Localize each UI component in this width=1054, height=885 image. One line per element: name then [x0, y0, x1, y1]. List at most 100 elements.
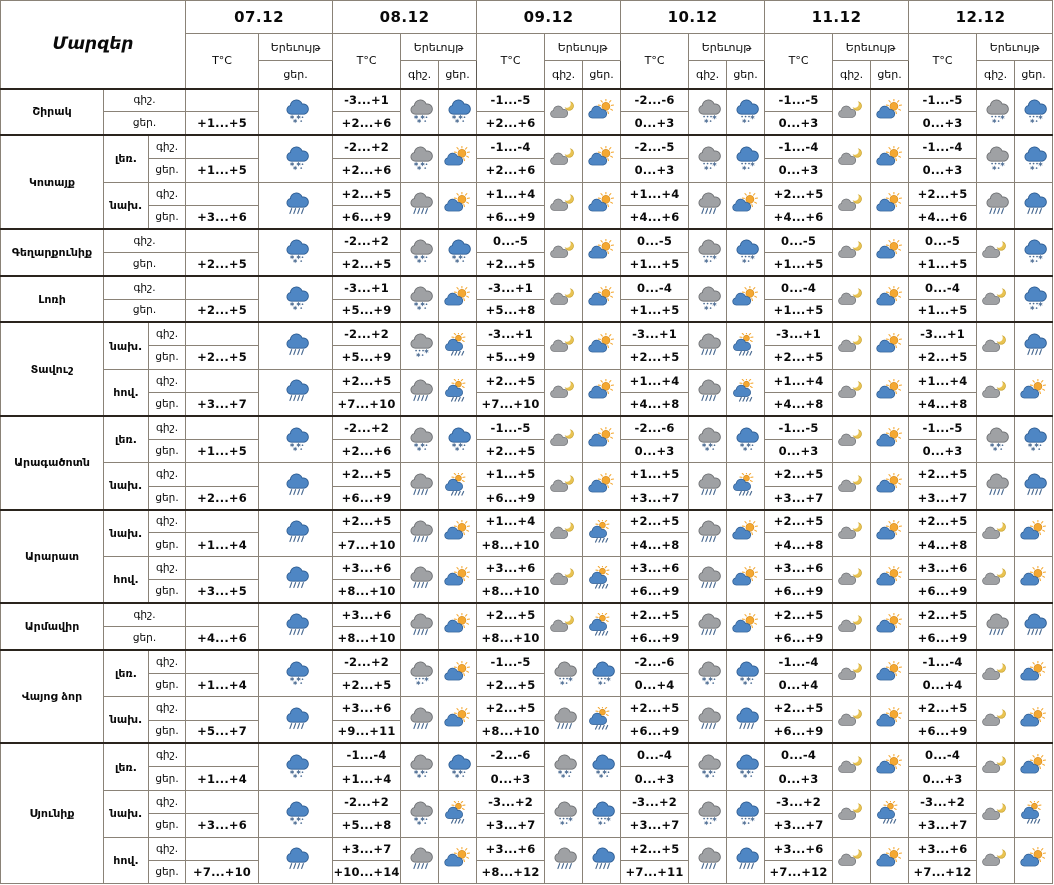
night-temp-cell: +2...+5 — [620, 602, 690, 627]
forecast-row: ցեր. +4...+6 +8...+10 +8...+10 +6...+9 +6...+… — [1, 625, 1053, 651]
day-temp-cell: 0...+3 — [908, 438, 978, 464]
sun-cloud-rain-icon — [443, 470, 473, 499]
day-temp-cell: +1...+5 — [764, 251, 834, 277]
rain-gray-icon — [693, 379, 723, 405]
night-temp-cell: -2...+2 — [332, 321, 402, 347]
day-temp-cell: 0...+3 — [908, 111, 978, 136]
day-temp-cell: 0...+3 — [908, 766, 978, 791]
day-row-label: ցեր. — [147, 438, 187, 464]
night-temp-cell: -3...+2 — [620, 789, 690, 815]
rain-blue-icon — [281, 613, 311, 639]
moon-cloud-icon — [981, 707, 1011, 733]
moon-cloud-icon — [837, 661, 867, 687]
phenomenon-cell — [258, 555, 334, 604]
region-name: Կոտայք — [0, 134, 104, 230]
sun-cloud-icon — [1019, 378, 1049, 405]
phenomenon-cell — [582, 368, 622, 417]
phenomenon-cell — [976, 181, 1016, 230]
phenomenon-cell — [976, 227, 1016, 277]
phenomenon-cell — [726, 321, 766, 370]
day-temp-cell: +1...+4 — [332, 766, 402, 791]
snow-gray-icon — [549, 754, 579, 780]
rain-blue-icon — [281, 379, 311, 405]
night-temp-cell: +1...+4 — [908, 368, 978, 394]
sun-cloud-icon — [587, 191, 617, 218]
zone-label: լեռ. — [103, 742, 149, 791]
night-row-label: գիշ. — [147, 836, 187, 861]
night-row-label: գիշ. — [147, 648, 187, 674]
day-temp-cell: +2...+5 — [185, 345, 260, 370]
mix-gray-icon — [693, 146, 723, 172]
phenomenon-cell — [400, 508, 440, 557]
day-temp-cell: +2...+5 — [185, 298, 260, 323]
phenomenon-cell — [870, 368, 910, 417]
phenomenon-cell — [438, 789, 478, 838]
phenomenon-cell — [258, 368, 334, 417]
night-temp-cell — [185, 414, 260, 440]
rain-blue-icon — [281, 566, 311, 592]
day-temp-cell: +6...+9 — [908, 625, 978, 651]
day-row-label: ցեր. — [102, 625, 187, 651]
night-temp-cell: -3...+1 — [764, 321, 834, 347]
night-row-label: գիշ. — [147, 181, 187, 206]
forecast-row: Լոռի գիշ. -3...+1 -3...+1 0...-4 0...-4 0...-4 — [0, 274, 1054, 323]
day-row-label: ցեր. — [102, 251, 187, 277]
phenomenon-cell — [870, 789, 910, 838]
phenomenon-cell — [438, 321, 478, 370]
phenomenon-cell — [258, 321, 334, 370]
phenomenon-cell — [1014, 87, 1054, 136]
sun-cloud-icon — [443, 846, 473, 873]
forecast-row: ցեր. +5...+7 +9...+11 +8...+10 +6...+9 +6...+… — [1, 719, 1053, 744]
day-temp-cell: +2...+5 — [764, 345, 834, 370]
sun-cloud-icon — [443, 191, 473, 218]
night-temp-cell: -1...-5 — [476, 87, 546, 113]
snow-gray-icon — [405, 239, 435, 265]
rain-gray-icon — [549, 847, 579, 873]
phenomenon-cell — [688, 555, 728, 604]
mix-blue-icon — [1019, 239, 1049, 265]
night-temp-cell — [185, 742, 260, 768]
phenomenon-cell — [832, 742, 872, 791]
sun-cloud-icon — [875, 565, 905, 592]
rain-blue-icon — [731, 847, 761, 873]
day-temp-cell: +6...+9 — [620, 625, 690, 651]
moon-cloud-icon — [549, 566, 579, 592]
phenomenon-cell — [1014, 696, 1054, 744]
phenomenon-cell — [870, 696, 910, 744]
phenomenon-cell — [726, 134, 766, 183]
forecast-row: ցեր. +2...+5 +5...+9 +5...+9 +2...+5 +2...+5 +… — [1, 345, 1053, 370]
moon-cloud-icon — [549, 99, 579, 125]
rain-gray-icon — [405, 520, 435, 546]
night-temp-cell: -1...-5 — [908, 87, 978, 113]
sun-cloud-rain-icon — [731, 470, 761, 499]
snow-blue-icon — [443, 99, 473, 125]
phenomenon-cell — [400, 181, 440, 230]
moon-cloud-icon — [549, 192, 579, 218]
sun-cloud-icon — [587, 98, 617, 125]
day-temp-cell: 0...+3 — [620, 111, 690, 136]
night-temp-cell: -3...+1 — [476, 274, 546, 300]
day-col-header: ցեր. — [582, 60, 622, 90]
phenomenon-cell — [582, 181, 622, 230]
night-row-label: գիշ. — [102, 602, 187, 627]
phenomenon-cell — [726, 789, 766, 838]
night-temp-cell — [185, 555, 260, 581]
night-temp-cell — [185, 87, 260, 113]
phenomenon-cell — [832, 181, 872, 230]
day-row-label: ցեր. — [147, 813, 187, 838]
day-temp-cell: +6...+9 — [620, 719, 690, 744]
phenomenon-cell — [438, 742, 478, 791]
day-col-header: ցեր. — [438, 60, 478, 90]
phenomenon-cell — [438, 555, 478, 604]
night-temp-cell: 0...-4 — [908, 742, 978, 768]
phenomenon-cell — [544, 836, 584, 885]
night-temp-cell: +1...+4 — [476, 181, 546, 206]
moon-cloud-icon — [837, 192, 867, 218]
night-col-header: գիշ. — [688, 60, 728, 90]
day-temp-cell: +5...+8 — [476, 298, 546, 323]
day-temp-cell: 0...+4 — [764, 672, 834, 698]
phenomenon-cell — [400, 789, 440, 838]
temp-col-header: T°C — [476, 33, 546, 89]
phenomenon-cell — [688, 227, 728, 277]
